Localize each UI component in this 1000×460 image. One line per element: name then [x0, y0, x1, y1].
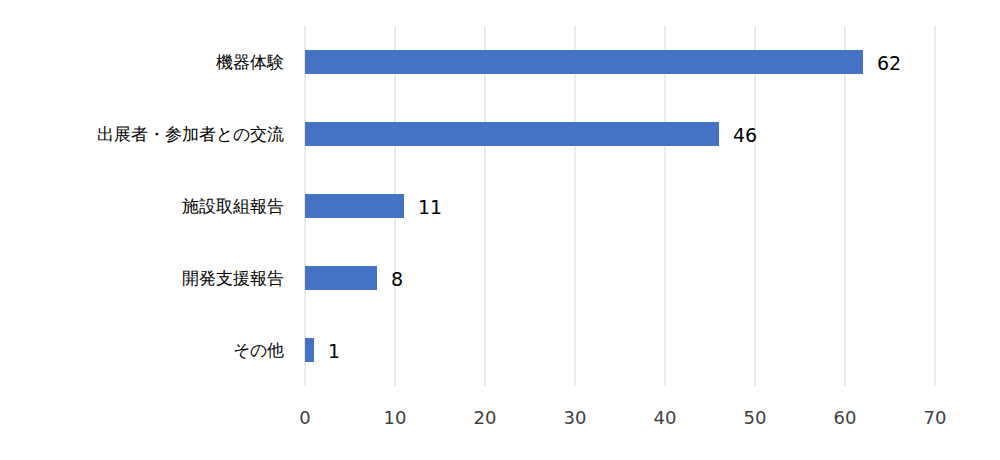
- bar: [305, 266, 377, 290]
- tick-label: 50: [744, 407, 767, 428]
- bars: [305, 50, 863, 362]
- category-label: 出展者・参加者との交流: [97, 124, 284, 144]
- grid-line: [665, 26, 666, 386]
- grid: [305, 26, 935, 386]
- tick-label: 40: [654, 407, 677, 428]
- tick-label: 20: [474, 407, 497, 428]
- chart-container: 0 10 20 30 40 50 60 70 機器体験 62 出展者・参加者との交流 46 施設取組報告…: [0, 0, 1000, 460]
- data-label: 11: [418, 196, 442, 218]
- grid-line: [485, 26, 486, 386]
- category-label: 機器体験: [216, 52, 284, 72]
- tick-label: 60: [834, 407, 857, 428]
- data-label: 46: [733, 124, 757, 146]
- bar: [305, 122, 719, 146]
- grid-line: [935, 26, 936, 386]
- bar: [305, 50, 863, 74]
- category-label: 開発支援報告: [182, 268, 284, 288]
- chart-svg: 0 10 20 30 40 50 60 70 機器体験 62 出展者・参加者との交流 46 施設取組報告…: [0, 0, 1000, 460]
- tick-label: 30: [564, 407, 587, 428]
- tick-label: 10: [384, 407, 407, 428]
- data-label: 1: [328, 340, 340, 362]
- grid-line: [575, 26, 576, 386]
- category-label: 施設取組報告: [182, 196, 284, 216]
- tick-label: 70: [924, 407, 947, 428]
- grid-line: [845, 26, 846, 386]
- category-label: その他: [233, 340, 284, 360]
- data-label: 62: [877, 52, 901, 74]
- bar: [305, 194, 404, 218]
- tick-label: 0: [299, 407, 310, 428]
- data-label: 8: [391, 268, 403, 290]
- bar: [305, 338, 314, 362]
- grid-line: [755, 26, 756, 386]
